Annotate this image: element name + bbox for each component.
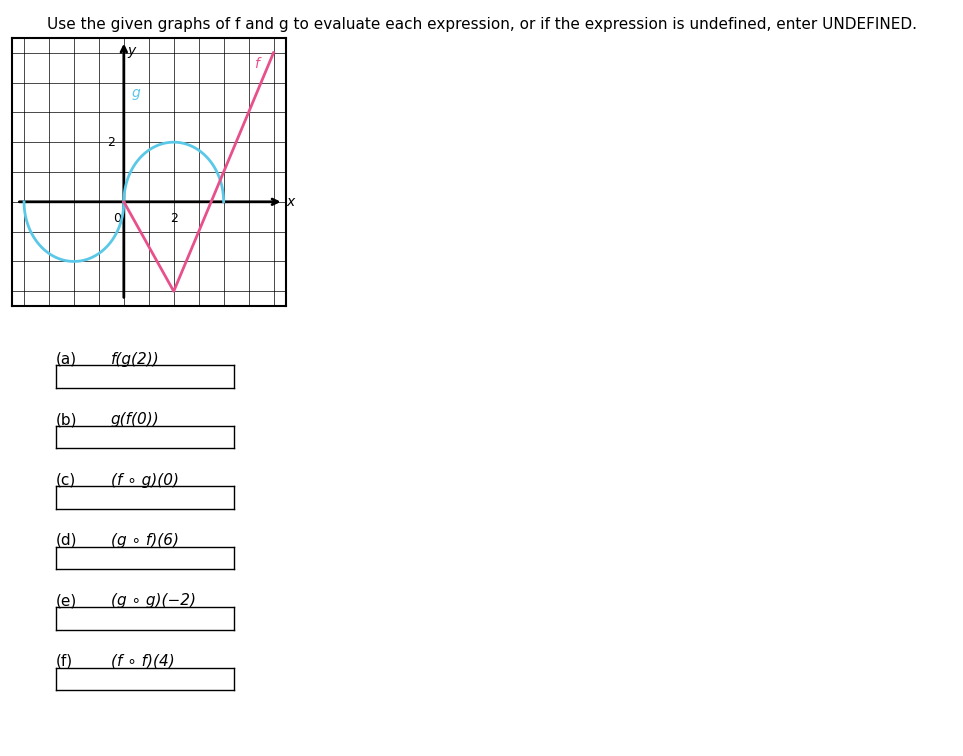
- Text: g: g: [131, 86, 140, 101]
- Text: (f ∘ g)(0): (f ∘ g)(0): [111, 472, 179, 488]
- Text: (d): (d): [56, 533, 77, 548]
- Text: (f): (f): [56, 654, 73, 669]
- Text: (a): (a): [56, 352, 77, 367]
- Text: 2: 2: [169, 212, 177, 225]
- Text: 0: 0: [114, 212, 121, 225]
- Text: Use the given graphs of f and g to evaluate each expression, or if the expressio: Use the given graphs of f and g to evalu…: [46, 17, 917, 32]
- Text: (b): (b): [56, 412, 77, 427]
- Text: (g ∘ f)(6): (g ∘ f)(6): [111, 533, 179, 548]
- Text: 2: 2: [107, 135, 116, 149]
- Text: y: y: [127, 44, 136, 57]
- Text: (g ∘ g)(−2): (g ∘ g)(−2): [111, 593, 195, 609]
- Text: x: x: [286, 195, 295, 209]
- Text: (c): (c): [56, 472, 76, 488]
- Text: f: f: [253, 57, 258, 70]
- Text: g(f(0)): g(f(0)): [111, 412, 160, 427]
- Text: f(g(2)): f(g(2)): [111, 352, 160, 367]
- Text: (f ∘ f)(4): (f ∘ f)(4): [111, 654, 174, 669]
- Text: (e): (e): [56, 593, 77, 609]
